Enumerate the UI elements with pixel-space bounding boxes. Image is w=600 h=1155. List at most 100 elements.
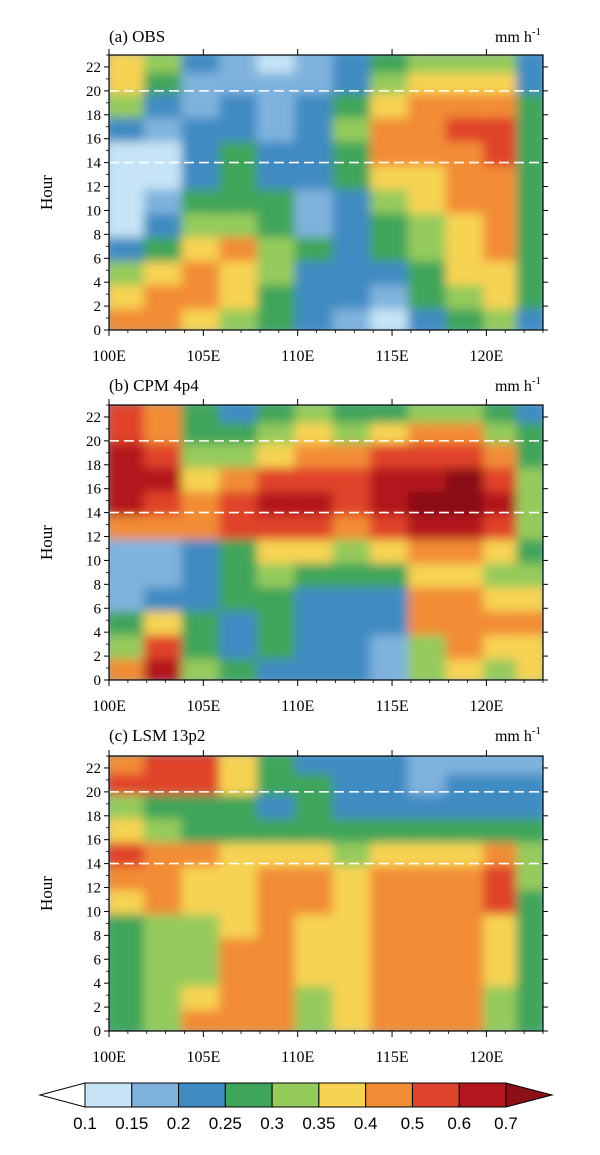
colorbar-tick-label: 0.15	[115, 1114, 148, 1133]
panel-title: (c) LSM 13p2	[109, 726, 205, 745]
heatmap-cell	[483, 405, 523, 423]
heatmap-cell	[143, 405, 188, 423]
colorbar: 0.1 0.15 0.2 0.25 0.3 0.35 0.4 0.5 0.6 0.7	[38, 1082, 554, 1133]
y-tick-label: 6	[94, 601, 102, 617]
heatmap-cell	[256, 405, 301, 423]
y-tick-label: 18	[86, 108, 101, 124]
heatmap-cell	[332, 756, 377, 774]
colorbar-box	[411, 1082, 460, 1108]
heatmap-cell	[256, 55, 301, 73]
colorbar-box	[84, 1082, 133, 1108]
heatmap-cells	[109, 405, 543, 680]
heatmap-cell	[332, 405, 377, 423]
heatmap-cell	[109, 756, 150, 774]
y-tick-label: 6	[94, 952, 102, 968]
heatmap-cell	[445, 55, 490, 73]
x-tick-label: 115E	[375, 698, 408, 715]
colorbar-box	[458, 1082, 507, 1108]
heatmap-cell	[445, 756, 490, 774]
y-tick-label: 12	[86, 530, 101, 546]
unit-label: mm h-1	[495, 375, 541, 395]
colorbar-tick-label: 0.2	[167, 1114, 191, 1133]
y-tick-label: 22	[86, 761, 101, 777]
x-tick-label: 115E	[375, 348, 408, 365]
y-tick-label: 12	[86, 881, 101, 897]
y-tick-label: 0	[94, 673, 102, 689]
x-tick-label: 115E	[375, 1049, 408, 1066]
x-tick-label: 105E	[186, 1049, 220, 1066]
x-tick-label: 100E	[92, 1049, 126, 1066]
heatmap-cell	[407, 756, 452, 774]
y-tick-label: 20	[86, 785, 101, 801]
y-tick-label: 18	[86, 809, 101, 825]
unit-label: mm h-1	[495, 725, 541, 745]
colorbar-box	[131, 1082, 180, 1108]
heatmap-cells	[109, 55, 543, 330]
y-tick-label: 10	[86, 553, 101, 569]
panel-1: 0 2 4 6 8 10 12 14 16 18 20 22 100E 105E 110E 115E 120E H…	[37, 26, 548, 365]
colorbar-tick-label: 0.1	[73, 1114, 97, 1133]
heatmap-cell	[407, 55, 452, 73]
colorbar-under-triangle	[38, 1082, 86, 1108]
y-tick-label: 4	[94, 976, 102, 992]
y-tick-label: 8	[94, 227, 102, 243]
x-tick-label: 110E	[281, 348, 314, 365]
colorbar-tick-label: 0.25	[209, 1114, 242, 1133]
y-tick-label: 18	[86, 458, 101, 474]
heatmap-cell	[219, 405, 263, 423]
heatmap-cell	[181, 405, 226, 423]
colorbar-box	[365, 1082, 413, 1108]
colorbar-tick-label: 0.7	[494, 1114, 518, 1133]
heatmap-cell	[516, 405, 543, 423]
y-tick-label: 4	[94, 625, 102, 641]
heatmap-cell	[294, 55, 339, 73]
panel-title: (b) CPM 4p4	[109, 376, 199, 395]
x-tick-label: 120E	[470, 698, 504, 715]
heatmap-cell	[256, 756, 301, 774]
y-axis-label: Hour	[37, 876, 56, 911]
y-tick-label: 2	[94, 299, 102, 315]
colorbar-box	[271, 1082, 320, 1108]
unit-label: mm h-1	[495, 26, 541, 46]
heatmap-cell	[516, 756, 543, 774]
y-tick-label: 10	[86, 203, 101, 219]
heatmap-cell	[109, 55, 150, 73]
y-tick-label: 14	[86, 156, 102, 172]
x-tick-label: 120E	[470, 1049, 504, 1066]
colorbar-tick-label: 0.35	[302, 1114, 335, 1133]
heatmap-cell	[143, 55, 188, 73]
y-tick-label: 20	[86, 434, 101, 450]
colorbar-box	[318, 1082, 367, 1108]
x-tick-label: 110E	[281, 1049, 314, 1066]
y-tick-label: 14	[86, 857, 102, 873]
x-tick-label: 120E	[470, 348, 504, 365]
x-tick-label: 110E	[281, 698, 314, 715]
heatmap-cell	[370, 756, 414, 774]
heatmap-cell	[516, 55, 543, 73]
heatmap-cell	[219, 55, 263, 73]
heatmap-cell	[483, 55, 523, 73]
heatmap-cell	[294, 756, 339, 774]
panel-2: 0 2 4 6 8 10 12 14 16 18 20 22 100E 105E 110E 115E 120E H…	[37, 375, 548, 715]
heatmap-cell	[332, 55, 377, 73]
colorbar-tick-label: 0.4	[354, 1114, 378, 1133]
y-tick-label: 22	[86, 60, 101, 76]
y-tick-label: 8	[94, 577, 102, 593]
y-tick-label: 20	[86, 84, 101, 100]
panel-3: 0 2 4 6 8 10 12 14 16 18 20 22 100E 105E 110E 115E 120E H…	[37, 725, 548, 1066]
heatmap-cells	[109, 756, 543, 1031]
y-tick-label: 22	[86, 410, 101, 426]
heatmap-cell	[181, 55, 226, 73]
colorbar-box	[224, 1082, 273, 1108]
colorbar-box	[178, 1082, 226, 1108]
heatmap-cell	[407, 405, 452, 423]
x-tick-label: 105E	[186, 698, 220, 715]
y-axis-label: Hour	[37, 525, 56, 560]
plot-frame	[108, 404, 544, 681]
y-axis-label: Hour	[37, 175, 56, 210]
y-tick-label: 16	[86, 132, 102, 148]
colorbar-tick-label: 0.6	[447, 1114, 471, 1133]
heatmap-cell	[143, 756, 188, 774]
y-tick-label: 16	[86, 482, 102, 498]
